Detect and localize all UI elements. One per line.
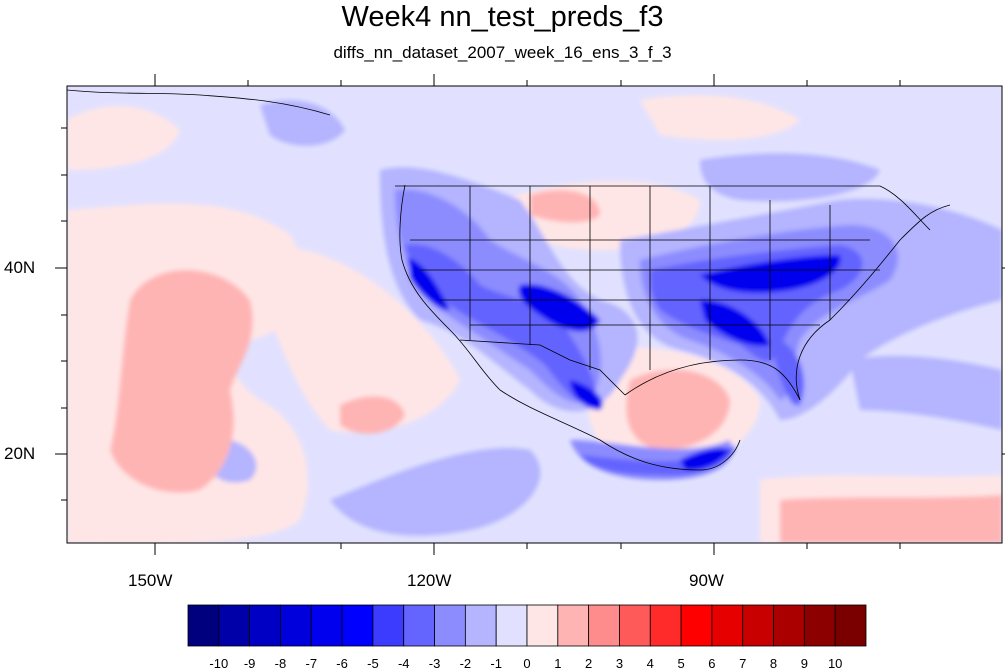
coastline-west bbox=[399, 184, 501, 391]
colorbar-label: 9 bbox=[800, 656, 808, 671]
neg-region-alaska bbox=[260, 100, 345, 146]
colorbar-box bbox=[495, 604, 528, 647]
colorbar-box bbox=[187, 604, 220, 647]
colorbar-box bbox=[249, 604, 281, 647]
colorbar-label: 6 bbox=[708, 656, 716, 671]
colorbar-box bbox=[742, 604, 774, 647]
colorbar-box bbox=[649, 604, 682, 647]
pos-region-pacific-north bbox=[67, 106, 180, 170]
lon-label-150w: 150W bbox=[128, 571, 173, 590]
neg6-region-mexico-south bbox=[680, 448, 730, 471]
colorbar-label: 2 bbox=[585, 656, 593, 671]
pos2-region-caribbean bbox=[780, 495, 1002, 543]
colorbar bbox=[187, 604, 867, 647]
colorbar-label: -7 bbox=[305, 656, 318, 671]
colorbar-box bbox=[834, 604, 867, 647]
neg-region-canada bbox=[700, 153, 880, 202]
coastline-gulf bbox=[624, 359, 801, 401]
neg6-region-sierra bbox=[408, 258, 450, 311]
colorbar-label: 3 bbox=[615, 656, 624, 671]
colorbar-box bbox=[434, 604, 466, 647]
colorbar-label: -6 bbox=[336, 656, 348, 671]
coastline-mexico bbox=[499, 389, 741, 471]
neg-region-pacific-south bbox=[330, 448, 541, 536]
colorbar-label: -1 bbox=[490, 656, 502, 671]
colorbar-box bbox=[680, 604, 713, 647]
colorbar-box bbox=[310, 604, 343, 647]
axis-ticks bbox=[55, 74, 1005, 555]
lon-label-120w: 120W bbox=[407, 571, 452, 590]
colorbar-box bbox=[557, 604, 590, 647]
colorbar-box bbox=[372, 604, 405, 647]
colorbar-box bbox=[403, 604, 435, 647]
colorbar-box bbox=[619, 604, 651, 647]
colorbar-box bbox=[526, 604, 559, 647]
neg6-region-rockies bbox=[518, 284, 600, 332]
coastline-alaska bbox=[67, 89, 331, 116]
pos2-region-central bbox=[340, 396, 405, 434]
pos2-region-plains bbox=[530, 190, 600, 223]
colorbar-label: -8 bbox=[274, 656, 287, 671]
colorbar-box bbox=[464, 604, 497, 647]
colorbar-label: -4 bbox=[397, 656, 410, 671]
lat-label-40n: 40N bbox=[4, 258, 36, 277]
colorbar-label: 7 bbox=[739, 656, 747, 671]
colorbar-label: 1 bbox=[554, 656, 562, 671]
pos2-region-gulf bbox=[626, 369, 730, 450]
neg6-region-southeast bbox=[700, 300, 770, 346]
neg4-region-florida bbox=[775, 340, 804, 406]
map-subtitle: diffs_nn_dataset_2007_week_16_ens_3_f_3 bbox=[333, 43, 672, 62]
map-title: Week4 nn_test_preds_f3 bbox=[341, 1, 664, 33]
colorbar-box bbox=[803, 604, 836, 647]
colorbar-box bbox=[773, 604, 805, 647]
colorbar-label: 10 bbox=[827, 656, 843, 671]
colorbar-label: -3 bbox=[428, 656, 441, 671]
colorbar-label: 4 bbox=[646, 656, 654, 671]
colorbar-label: -9 bbox=[243, 656, 256, 671]
pos2-region-pacific bbox=[110, 270, 253, 493]
colorbar-label: -10 bbox=[209, 656, 229, 671]
pos-region-central-pacific bbox=[250, 246, 460, 433]
colorbar-label: -2 bbox=[459, 656, 472, 671]
colorbar-box bbox=[280, 604, 312, 647]
boundaries bbox=[67, 89, 951, 471]
coastline-east bbox=[795, 204, 951, 401]
colorbar-box bbox=[588, 604, 620, 647]
neg-region-atlantic bbox=[850, 355, 1002, 430]
colorbar-label: 5 bbox=[677, 656, 685, 671]
colorbar-label: 0 bbox=[523, 656, 531, 671]
border-us-mexico bbox=[459, 339, 626, 396]
colorbar-box bbox=[711, 604, 744, 647]
colorbar-label: -5 bbox=[367, 656, 379, 671]
neg6-region-mexico-highlands bbox=[570, 380, 603, 410]
colorbar-box bbox=[218, 604, 251, 647]
pos-region-northeast-sea bbox=[640, 95, 800, 140]
colorbar-label: 8 bbox=[769, 656, 778, 671]
colorbar-box bbox=[341, 604, 374, 647]
lon-label-90w: 90W bbox=[689, 571, 724, 590]
lat-label-20n: 20N bbox=[4, 444, 36, 463]
border-canada-us bbox=[395, 185, 931, 231]
